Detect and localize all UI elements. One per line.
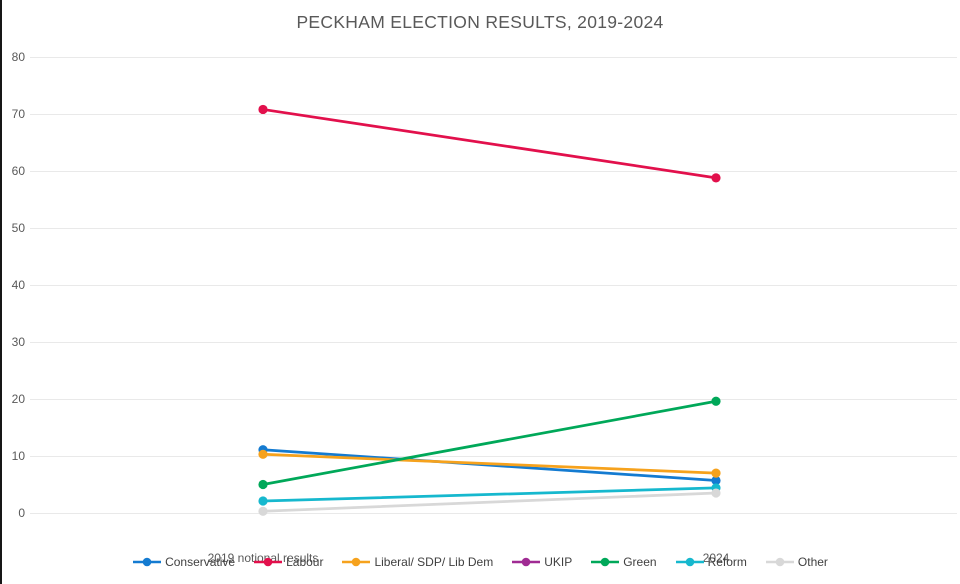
x-axis-tick-label: 2024	[702, 551, 730, 565]
y-axis-tick-label: 70	[11, 107, 25, 121]
legend-label: Liberal/ SDP/ Lib Dem	[374, 555, 494, 569]
gridline	[30, 285, 957, 286]
y-axis-tick-label: 50	[11, 221, 25, 235]
series-line-labour	[261, 108, 718, 180]
data-point-liberal-sdp-lib-dem	[258, 449, 268, 459]
legend-item-liberal-sdp-lib-dem: Liberal/ SDP/ Lib Dem	[341, 555, 493, 569]
legend-label: Conservative	[165, 555, 236, 569]
legend-item-other: Other	[765, 555, 828, 569]
series-line-other	[261, 491, 718, 513]
gridline	[30, 513, 957, 514]
legend-marker-icon	[512, 557, 541, 567]
y-axis-tick-label: 60	[11, 164, 25, 178]
x-axis-tick-label: 2019 notional results	[207, 551, 319, 565]
legend-label: Labour	[286, 555, 324, 569]
data-point-reform	[258, 496, 268, 506]
y-axis-tick-label: 40	[11, 278, 25, 292]
legend-marker-icon	[765, 557, 794, 567]
legend-item-ukip: UKIP	[511, 555, 572, 569]
y-axis-tick-label: 80	[11, 50, 25, 64]
legend-marker-icon	[675, 557, 704, 567]
gridline	[30, 228, 957, 229]
legend-marker-icon	[254, 557, 283, 567]
legend-item-reform: Reform	[675, 555, 747, 569]
legend-label: Green	[623, 555, 657, 569]
gridline	[30, 456, 957, 457]
data-point-liberal-sdp-lib-dem	[711, 468, 721, 478]
legend: Conservative Labour Liberal/ SDP/ Lib Dem U…	[0, 552, 960, 572]
y-axis-tick-label: 0	[18, 506, 25, 520]
data-point-labour	[258, 104, 268, 115]
legend-item-labour: Labour	[253, 555, 323, 569]
gridline	[30, 114, 957, 115]
legend-marker-icon	[591, 557, 620, 567]
data-point-conservative	[711, 475, 721, 486]
gridline	[30, 399, 957, 400]
legend-marker-icon	[342, 557, 371, 567]
series-line-green	[261, 399, 718, 486]
legend-item-green: Green	[590, 555, 657, 569]
data-point-labour	[711, 173, 721, 183]
gridline	[30, 57, 957, 58]
data-point-other	[258, 506, 268, 516]
data-point-green	[258, 479, 268, 490]
series-line-reform	[261, 486, 718, 503]
screen-left-edge	[0, 0, 2, 584]
chart-title: PECKHAM ELECTION RESULTS, 2019-2024	[296, 12, 664, 32]
legend-label: UKIP	[544, 555, 573, 569]
y-axis-tick-label: 20	[11, 392, 25, 406]
legend-label: Reform	[707, 555, 747, 569]
legend-item-conservative: Conservative	[132, 555, 235, 569]
legend-marker-icon	[133, 557, 162, 567]
gridline	[30, 342, 957, 343]
data-point-other	[711, 488, 721, 498]
series-line-liberal-sdp-lib-dem	[261, 452, 718, 475]
y-axis-tick-label: 30	[11, 335, 25, 349]
series-line-conservative	[261, 448, 718, 482]
y-axis-tick-label: 10	[11, 449, 25, 463]
gridline	[30, 171, 957, 172]
legend-label: Other	[797, 555, 828, 569]
data-point-green	[711, 396, 721, 406]
